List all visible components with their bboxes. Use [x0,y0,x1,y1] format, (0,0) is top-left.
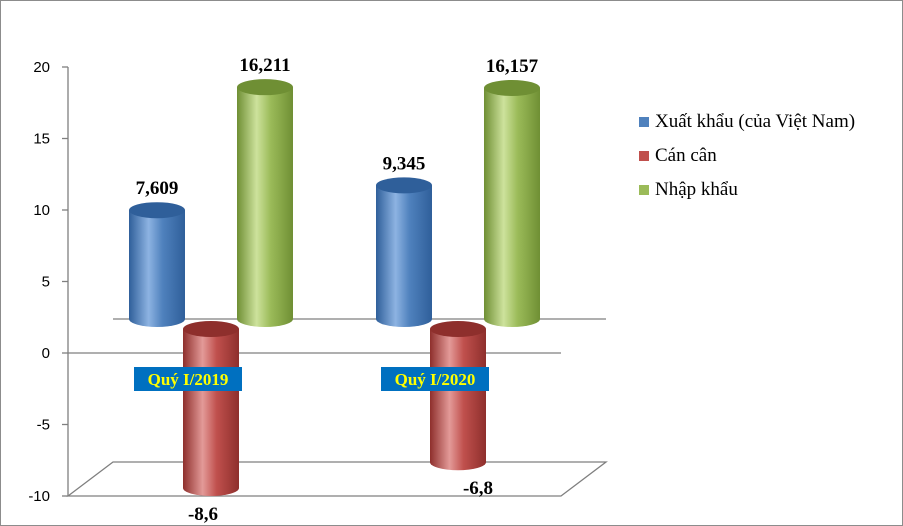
legend-label-nhap-khau: Nhập khẩu [655,179,738,200]
y-tick-label: 5 [42,274,50,291]
legend: Xuất khẩu (của Việt Nam) Cán cân Nhập kh… [639,105,855,207]
chart-floor [66,461,608,497]
category-label: Quý I/2020 [395,370,476,389]
bar-body [183,329,239,488]
bar-0-1 [376,177,432,327]
bar-2-1 [484,79,540,327]
y-tick-label: 0 [42,345,50,362]
legend-swatch-nhap-khau [639,185,649,195]
data-label: 16,211 [239,55,290,76]
bar-1-0 [183,321,239,496]
legend-label-can-can: Cán cân [655,145,717,166]
legend-item-xuat-khau: Xuất khẩu (của Việt Nam) [639,105,855,139]
legend-swatch-can-can [639,151,649,161]
bar-body [376,185,432,319]
bar-body [237,87,293,319]
data-label: -6,8 [463,478,493,499]
bar-body [129,210,185,319]
data-label: 7,609 [136,178,179,199]
bar-1-1 [430,321,486,471]
y-tick-label: 20 [33,59,50,76]
y-tick-label: -5 [37,417,50,434]
category-label: Quý I/2019 [148,370,229,389]
bar-top [129,202,185,219]
data-label: -8,6 [188,504,218,525]
bar-top [237,79,293,96]
bar-0-0 [129,202,185,327]
bar-top [183,321,239,337]
category-label-box [381,367,489,391]
bar-2-0 [237,79,293,327]
bar-top [484,79,540,96]
bar-bottom [430,454,486,471]
bar-bottom [484,311,540,327]
legend-label-xuat-khau: Xuất khẩu (của Việt Nam) [655,111,856,132]
bar-top [376,177,432,194]
bar-body [484,87,540,320]
legend-item-nhap-khau: Nhập khẩu [639,173,855,207]
bar-bottom [183,479,239,496]
y-tick-label: 10 [33,202,50,219]
legend-item-can-can: Cán cân [639,139,855,173]
bar-bottom [129,311,185,327]
bar-bottom [376,311,432,327]
y-tick-label: 15 [33,131,50,148]
bar-body [430,329,486,463]
data-label: 9,345 [383,153,426,174]
y-tick-label: -10 [28,488,50,505]
legend-swatch-xuat-khau [639,117,649,127]
bar-bottom [237,311,293,327]
category-label-box [134,367,242,391]
data-label: 16,157 [486,56,539,77]
bar-top [430,321,486,337]
